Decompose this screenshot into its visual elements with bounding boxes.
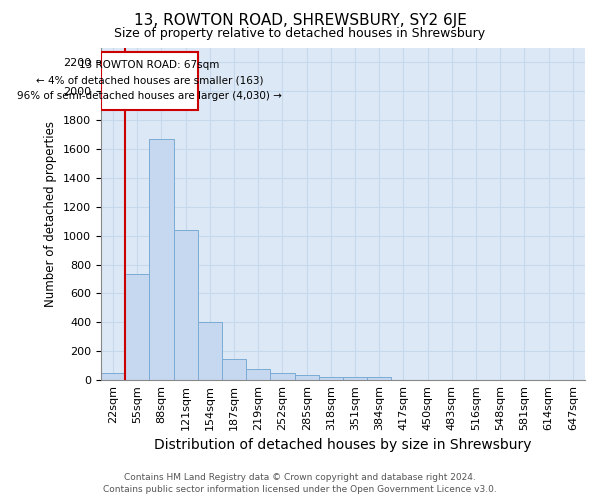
Bar [367, 376, 391, 380]
Bar [198, 322, 222, 380]
Bar [125, 274, 149, 380]
Bar [319, 378, 343, 380]
Bar [246, 368, 271, 380]
Bar [222, 358, 246, 380]
Bar [343, 378, 367, 380]
Text: Contains HM Land Registry data © Crown copyright and database right 2024.
Contai: Contains HM Land Registry data © Crown c… [103, 472, 497, 494]
Bar [173, 230, 198, 380]
Text: 13 ROWTON ROAD: 67sqm
← 4% of detached houses are smaller (163)
96% of semi-deta: 13 ROWTON ROAD: 67sqm ← 4% of detached h… [17, 60, 282, 102]
Text: 13, ROWTON ROAD, SHREWSBURY, SY2 6JE: 13, ROWTON ROAD, SHREWSBURY, SY2 6JE [134, 12, 466, 28]
Bar [271, 373, 295, 380]
Bar [101, 373, 125, 380]
Bar [149, 138, 173, 380]
Y-axis label: Number of detached properties: Number of detached properties [44, 121, 58, 307]
FancyBboxPatch shape [101, 52, 198, 110]
X-axis label: Distribution of detached houses by size in Shrewsbury: Distribution of detached houses by size … [154, 438, 532, 452]
Text: Size of property relative to detached houses in Shrewsbury: Size of property relative to detached ho… [115, 28, 485, 40]
Bar [295, 375, 319, 380]
